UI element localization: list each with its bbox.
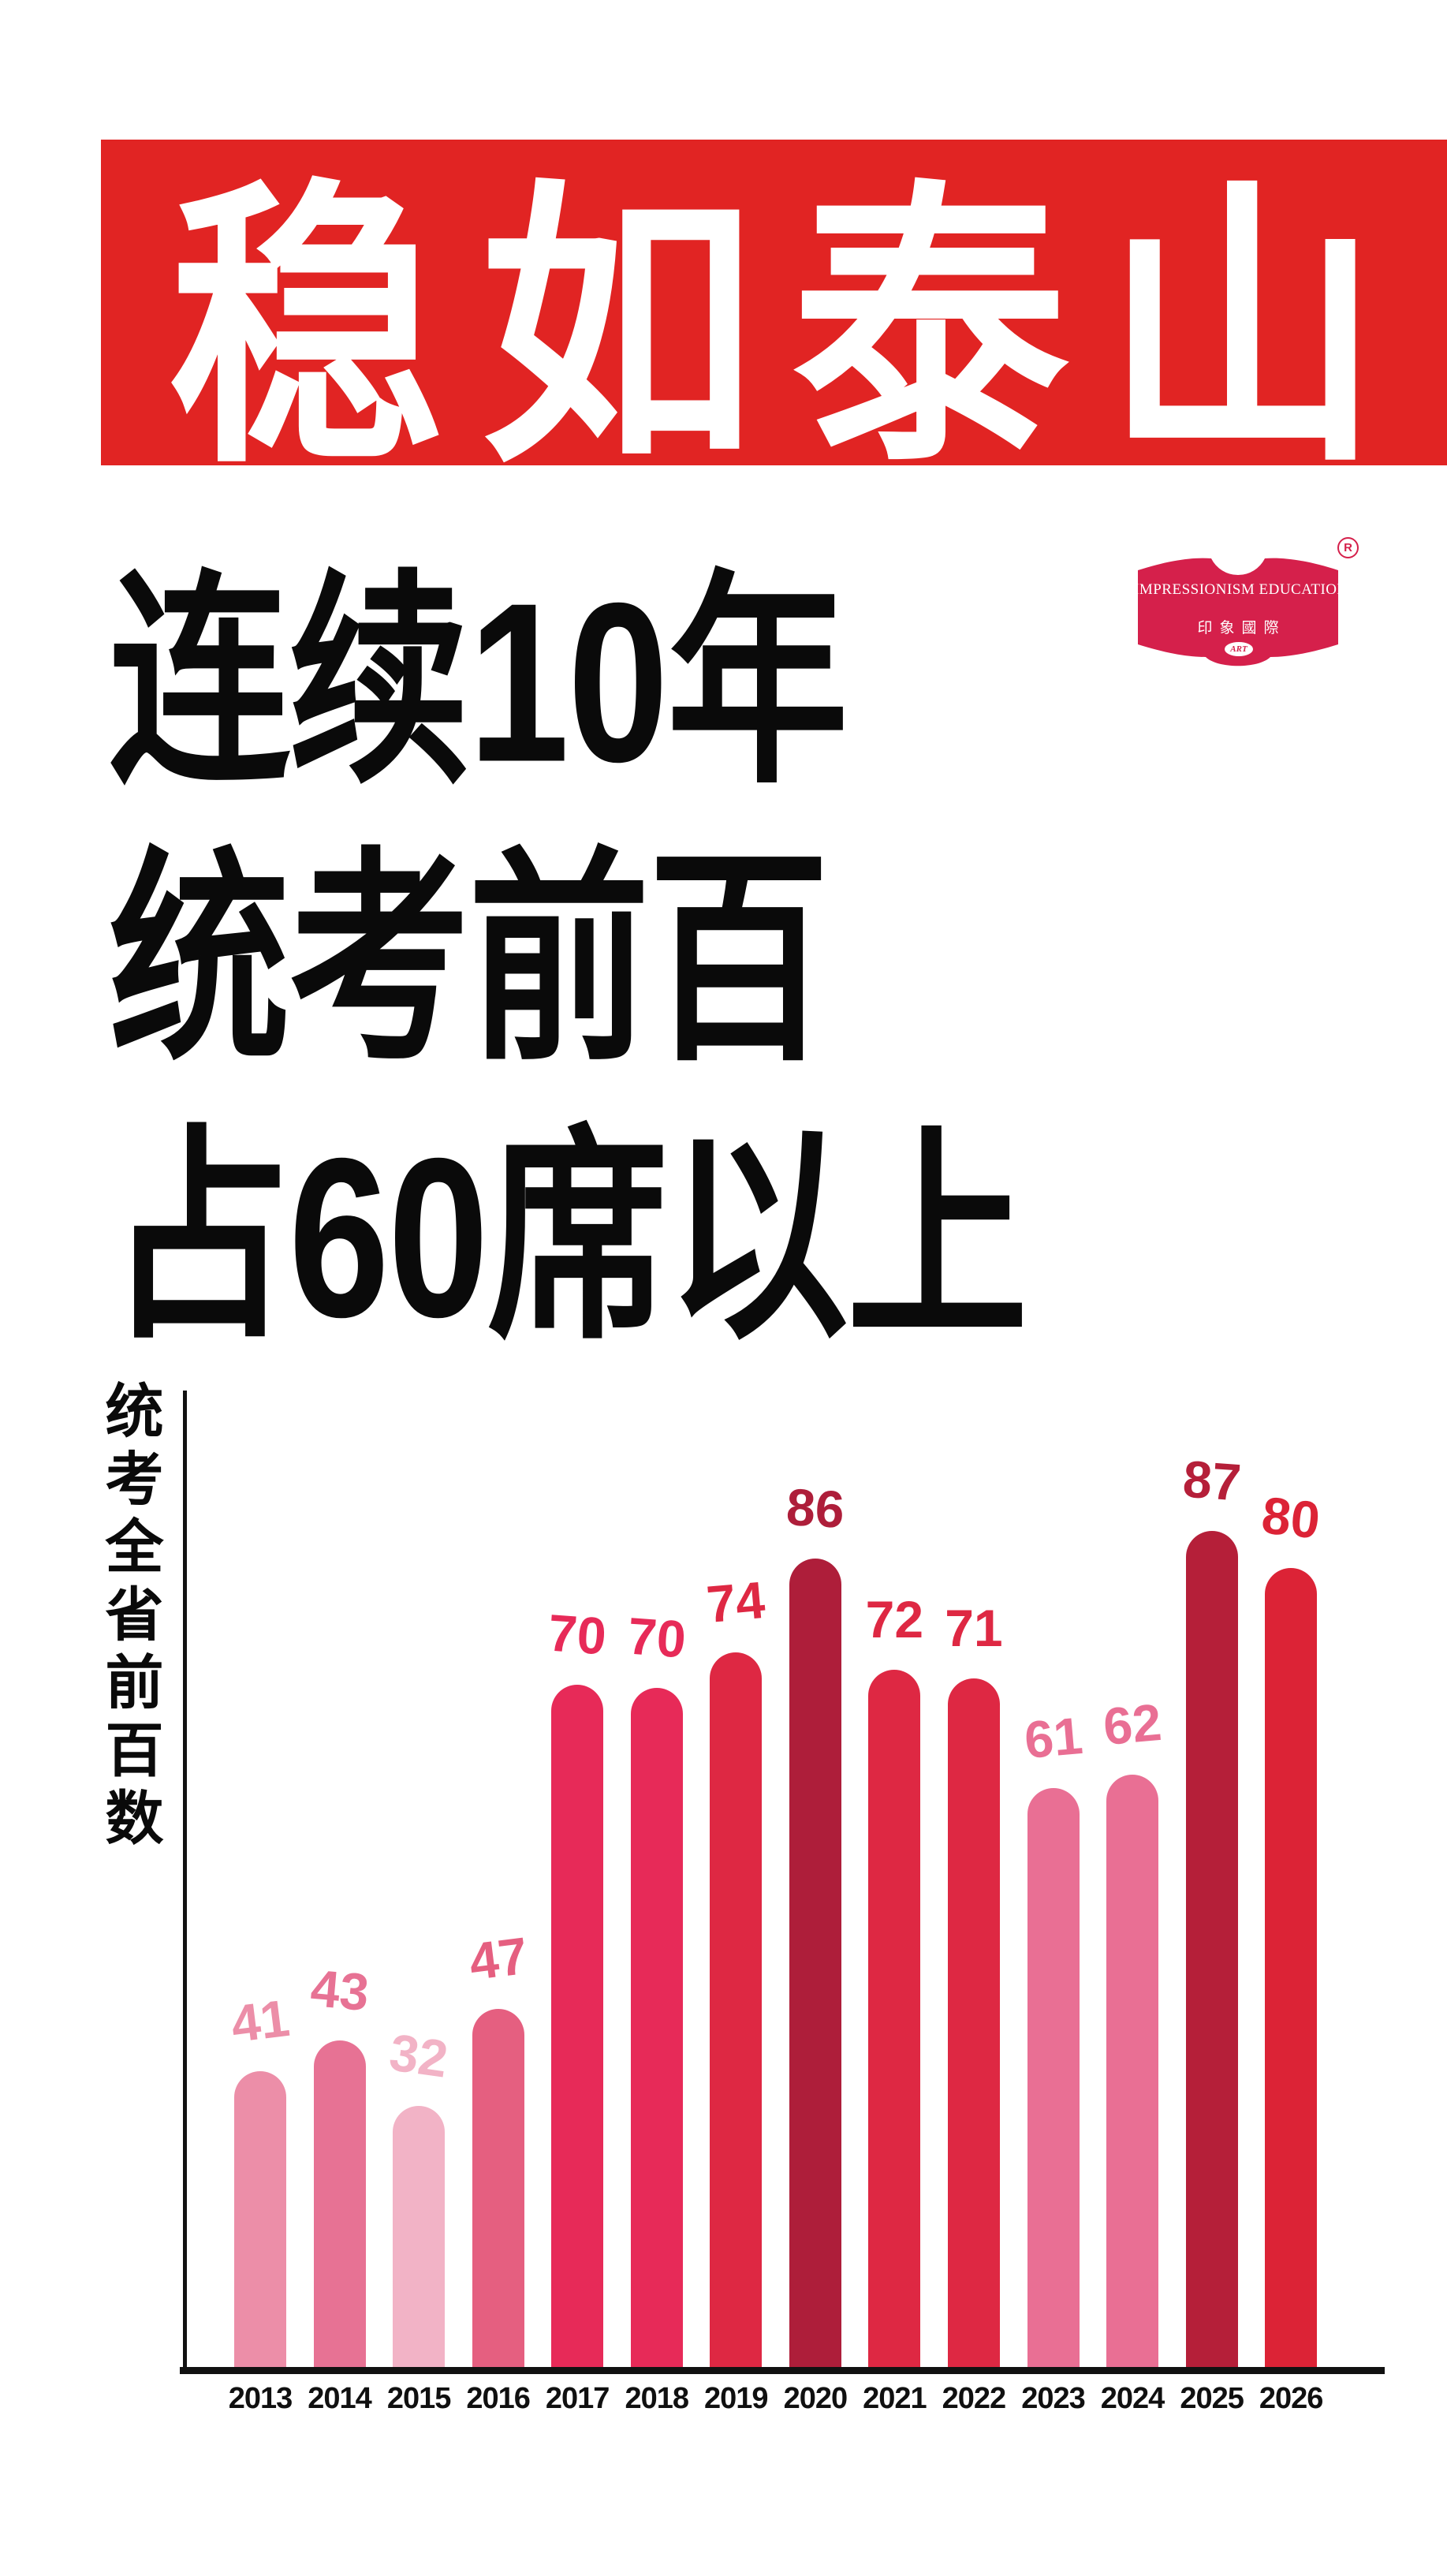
y-axis-line [183, 1391, 187, 2372]
headline-line-1: 连续10年 [109, 555, 848, 809]
bar-2013 [234, 2071, 286, 2370]
x-axis-line [180, 2367, 1385, 2374]
bar-2016 [472, 2009, 524, 2370]
bar-2023 [1027, 1788, 1080, 2370]
bar-2022 [947, 1678, 1000, 2370]
bar-2014 [313, 2040, 366, 2370]
bar-2021 [868, 1670, 921, 2370]
bar-2017 [551, 1685, 604, 2370]
year-label-2020: 2020 [783, 2382, 848, 2415]
art-badge: ART [1225, 642, 1253, 656]
year-label-2022: 2022 [942, 2382, 1007, 2415]
bar-2026 [1265, 1568, 1318, 2370]
bar-2015 [393, 2106, 446, 2370]
headline-line-2: 统考前百 [109, 833, 830, 1087]
year-label-2017: 2017 [545, 2382, 610, 2415]
year-label-2021: 2021 [863, 2382, 927, 2415]
year-label-2013: 2013 [228, 2382, 293, 2415]
year-label-2018: 2018 [625, 2382, 689, 2415]
year-label-2014: 2014 [308, 2382, 372, 2415]
bar-2019 [710, 1652, 763, 2370]
flag-banner-icon [1138, 558, 1338, 666]
headline-line-3: 占60席以上 [109, 1111, 1028, 1365]
brand-logo: IMPRESSIONISM EDUCATION 印象國際 ART R [1134, 537, 1371, 675]
logo-name-english: IMPRESSIONISM EDUCATION [1134, 581, 1348, 598]
year-label-2016: 2016 [466, 2382, 531, 2415]
banner-title: 稳如泰山 [167, 162, 1417, 465]
y-axis-label: 统考全省前百数 [97, 1380, 162, 1855]
registered-trademark-icon: R [1337, 537, 1359, 558]
year-label-2015: 2015 [386, 2382, 452, 2415]
year-label-2025: 2025 [1180, 2382, 1244, 2415]
bar-2018 [630, 1688, 683, 2370]
logo-name-chinese: 印象國際 [1197, 620, 1286, 637]
title-banner: 稳如泰山 [101, 140, 1447, 465]
year-label-2024: 2024 [1100, 2382, 1165, 2415]
bar-2025 [1185, 1531, 1238, 2370]
bar-2020 [789, 1559, 841, 2370]
year-label-2019: 2019 [704, 2382, 769, 2415]
value-label-2020: 86 [785, 1477, 846, 1539]
year-label-2023: 2023 [1021, 2382, 1086, 2415]
value-label-2022: 71 [945, 1599, 1003, 1657]
value-label-2021: 72 [865, 1590, 924, 1648]
bar-2024 [1106, 1775, 1159, 2370]
year-label-2026: 2026 [1259, 2382, 1324, 2415]
